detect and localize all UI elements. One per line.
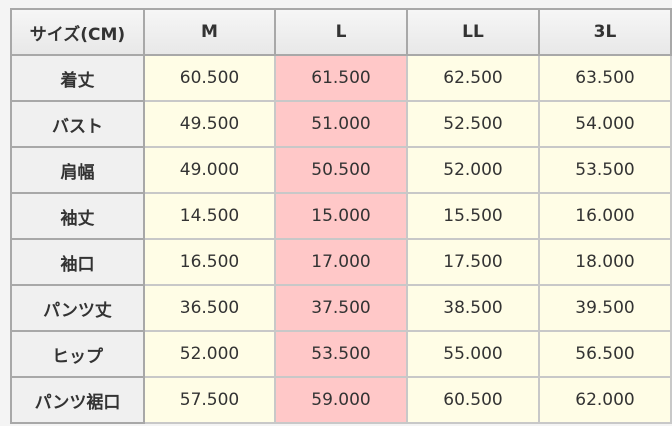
- row-label: パンツ裾口: [10, 376, 145, 424]
- corner-header: サイズ(CM): [10, 8, 145, 56]
- size-table: サイズ(CM) M L LL 3L 着丈 60.500 61.500 62.500 63…: [10, 8, 672, 424]
- column-header-ll: LL: [406, 8, 540, 56]
- table-row: 袖口 16.500 17.000 17.500 18.000: [10, 238, 672, 286]
- table-row: 肩幅 49.000 50.500 52.000 53.500: [10, 146, 672, 194]
- table-cell: 49.000: [143, 146, 276, 194]
- table-cell: 60.500: [406, 376, 540, 424]
- header-row: サイズ(CM) M L LL 3L: [10, 8, 672, 56]
- table-cell: 15.000: [274, 192, 408, 240]
- table-cell: 60.500: [143, 54, 276, 102]
- table-cell: 62.000: [538, 376, 672, 424]
- table-cell: 16.500: [143, 238, 276, 286]
- table-cell: 18.000: [538, 238, 672, 286]
- table-cell: 61.500: [274, 54, 408, 102]
- table-row: 袖丈 14.500 15.000 15.500 16.000: [10, 192, 672, 240]
- table-cell: 50.500: [274, 146, 408, 194]
- table-cell: 49.500: [143, 100, 276, 148]
- table-cell: 37.500: [274, 284, 408, 332]
- row-label: ヒップ: [10, 330, 145, 378]
- row-label: 肩幅: [10, 146, 145, 194]
- row-label: 袖丈: [10, 192, 145, 240]
- table-cell: 17.500: [406, 238, 540, 286]
- table-cell: 63.500: [538, 54, 672, 102]
- column-header-m: M: [143, 8, 276, 56]
- table-cell: 36.500: [143, 284, 276, 332]
- table-cell: 52.500: [406, 100, 540, 148]
- table-cell: 55.000: [406, 330, 540, 378]
- table-row: 着丈 60.500 61.500 62.500 63.500: [10, 54, 672, 102]
- table-cell: 14.500: [143, 192, 276, 240]
- table-cell: 53.500: [538, 146, 672, 194]
- column-header-l: L: [274, 8, 408, 56]
- row-label: 着丈: [10, 54, 145, 102]
- row-label: パンツ丈: [10, 284, 145, 332]
- table-cell: 17.000: [274, 238, 408, 286]
- table-row: バスト 49.500 51.000 52.500 54.000: [10, 100, 672, 148]
- table-cell: 52.000: [406, 146, 540, 194]
- table-cell: 16.000: [538, 192, 672, 240]
- row-label: バスト: [10, 100, 145, 148]
- table-row: パンツ丈 36.500 37.500 38.500 39.500: [10, 284, 672, 332]
- table-cell: 59.000: [274, 376, 408, 424]
- table-cell: 62.500: [406, 54, 540, 102]
- table-cell: 56.500: [538, 330, 672, 378]
- table-row: パンツ裾口 57.500 59.000 60.500 62.000: [10, 376, 672, 424]
- table-cell: 57.500: [143, 376, 276, 424]
- table-cell: 38.500: [406, 284, 540, 332]
- table-row: ヒップ 52.000 53.500 55.000 56.500: [10, 330, 672, 378]
- table-cell: 15.500: [406, 192, 540, 240]
- column-header-3l: 3L: [538, 8, 672, 56]
- table-cell: 39.500: [538, 284, 672, 332]
- table-cell: 54.000: [538, 100, 672, 148]
- table-cell: 53.500: [274, 330, 408, 378]
- table-cell: 52.000: [143, 330, 276, 378]
- row-label: 袖口: [10, 238, 145, 286]
- table-cell: 51.000: [274, 100, 408, 148]
